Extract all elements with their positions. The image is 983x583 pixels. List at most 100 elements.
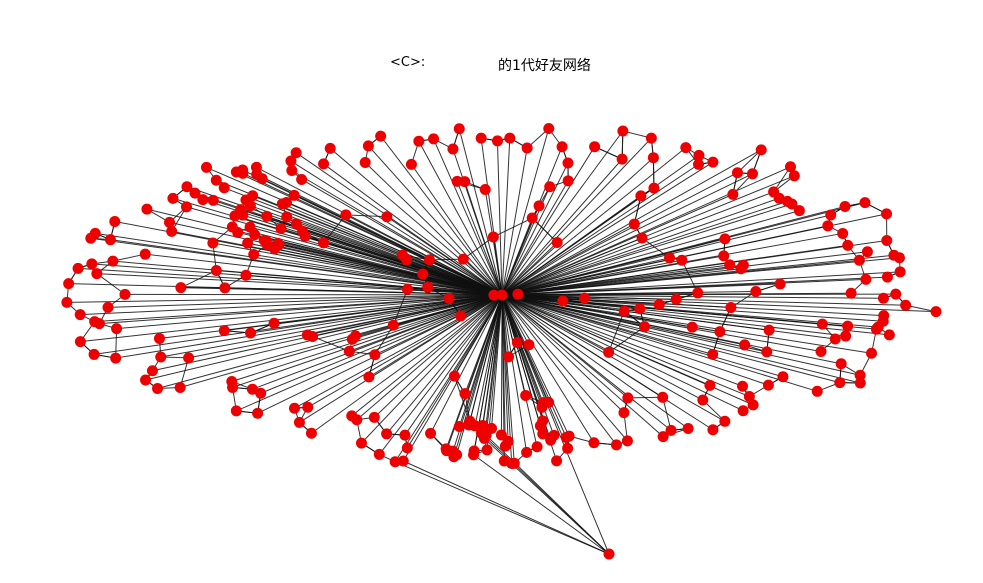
network-node xyxy=(621,435,633,447)
network-edge xyxy=(410,164,503,296)
network-node xyxy=(275,223,287,235)
network-node xyxy=(544,181,556,193)
network-edge xyxy=(250,294,503,334)
network-node xyxy=(551,237,563,249)
network-edge xyxy=(394,461,610,555)
network-edge xyxy=(160,294,503,358)
network-edge xyxy=(96,273,126,295)
network-node xyxy=(318,158,330,170)
network-node xyxy=(237,167,249,179)
network-node xyxy=(86,258,98,270)
network-node xyxy=(381,428,393,440)
network-node xyxy=(511,337,523,349)
network-node xyxy=(491,135,503,147)
network-node xyxy=(290,147,302,159)
network-edge xyxy=(95,232,503,296)
network-node xyxy=(245,327,257,339)
network-node xyxy=(900,299,912,311)
network-node xyxy=(373,448,385,460)
network-node xyxy=(281,196,293,208)
network-node xyxy=(610,439,622,451)
network-node xyxy=(727,188,739,200)
network-node xyxy=(459,388,471,400)
network-node xyxy=(579,292,591,304)
network-edge xyxy=(501,294,689,429)
network-edge xyxy=(501,210,800,296)
network-edge xyxy=(501,147,687,296)
network-edge xyxy=(501,294,743,387)
network-edge xyxy=(501,294,625,414)
network-edge xyxy=(373,294,503,418)
network-node xyxy=(556,141,568,153)
network-edge xyxy=(501,268,741,296)
network-node xyxy=(362,140,374,152)
network-node xyxy=(281,211,293,223)
network-edge xyxy=(290,160,503,296)
network-node xyxy=(670,293,682,305)
network-node xyxy=(167,192,179,204)
network-edge xyxy=(501,294,767,353)
network-node xyxy=(459,176,471,188)
network-node xyxy=(548,429,560,441)
network-edge xyxy=(501,294,818,392)
network-node xyxy=(72,262,84,274)
network-node xyxy=(455,310,467,322)
network-edge xyxy=(114,220,503,296)
network-node xyxy=(268,317,280,329)
network-edge xyxy=(531,217,558,243)
network-node xyxy=(166,225,178,237)
network-node xyxy=(761,346,773,358)
network-node xyxy=(425,427,437,439)
network-edge xyxy=(501,294,770,331)
network-node xyxy=(440,443,452,455)
network-edge xyxy=(501,180,569,296)
network-edge xyxy=(627,396,663,399)
network-node xyxy=(645,132,657,144)
network-node xyxy=(286,165,298,177)
network-node xyxy=(714,326,726,338)
network-edge xyxy=(430,294,503,434)
network-edge xyxy=(501,294,595,443)
network-node xyxy=(840,330,852,342)
chart-title: 的1代好友网络 xyxy=(498,58,591,74)
network-node xyxy=(692,287,704,299)
network-node xyxy=(174,382,186,394)
network-node xyxy=(504,132,516,144)
network-node xyxy=(664,252,676,264)
network-node xyxy=(589,141,601,153)
network-node xyxy=(481,444,493,456)
network-node xyxy=(453,420,465,432)
network-node xyxy=(479,184,491,196)
network-node xyxy=(657,391,669,403)
network-edge xyxy=(501,294,617,446)
network-edge xyxy=(492,236,503,296)
network-node xyxy=(248,249,260,261)
network-edge xyxy=(433,138,503,296)
network-node xyxy=(842,320,854,332)
network-node xyxy=(815,345,827,357)
node-layer xyxy=(61,122,942,560)
network-node xyxy=(255,387,267,399)
network-edge xyxy=(501,294,663,398)
network-edge xyxy=(501,242,558,296)
network-edge xyxy=(361,294,503,444)
network-node xyxy=(381,211,393,223)
network-edge xyxy=(501,138,511,296)
network-node xyxy=(401,442,413,454)
network-edge xyxy=(501,193,734,296)
network-node xyxy=(719,415,731,427)
network-edge xyxy=(501,259,860,296)
network-edge xyxy=(501,147,528,296)
network-node xyxy=(881,235,893,247)
network-node xyxy=(242,237,254,249)
network-edge xyxy=(501,294,711,386)
network-node xyxy=(240,269,252,281)
network-edge xyxy=(429,258,464,261)
network-edge xyxy=(501,294,720,333)
network-node xyxy=(478,432,490,444)
network-node xyxy=(88,348,100,360)
network-node xyxy=(469,420,481,432)
network-edge xyxy=(180,270,217,289)
network-node xyxy=(881,208,893,220)
